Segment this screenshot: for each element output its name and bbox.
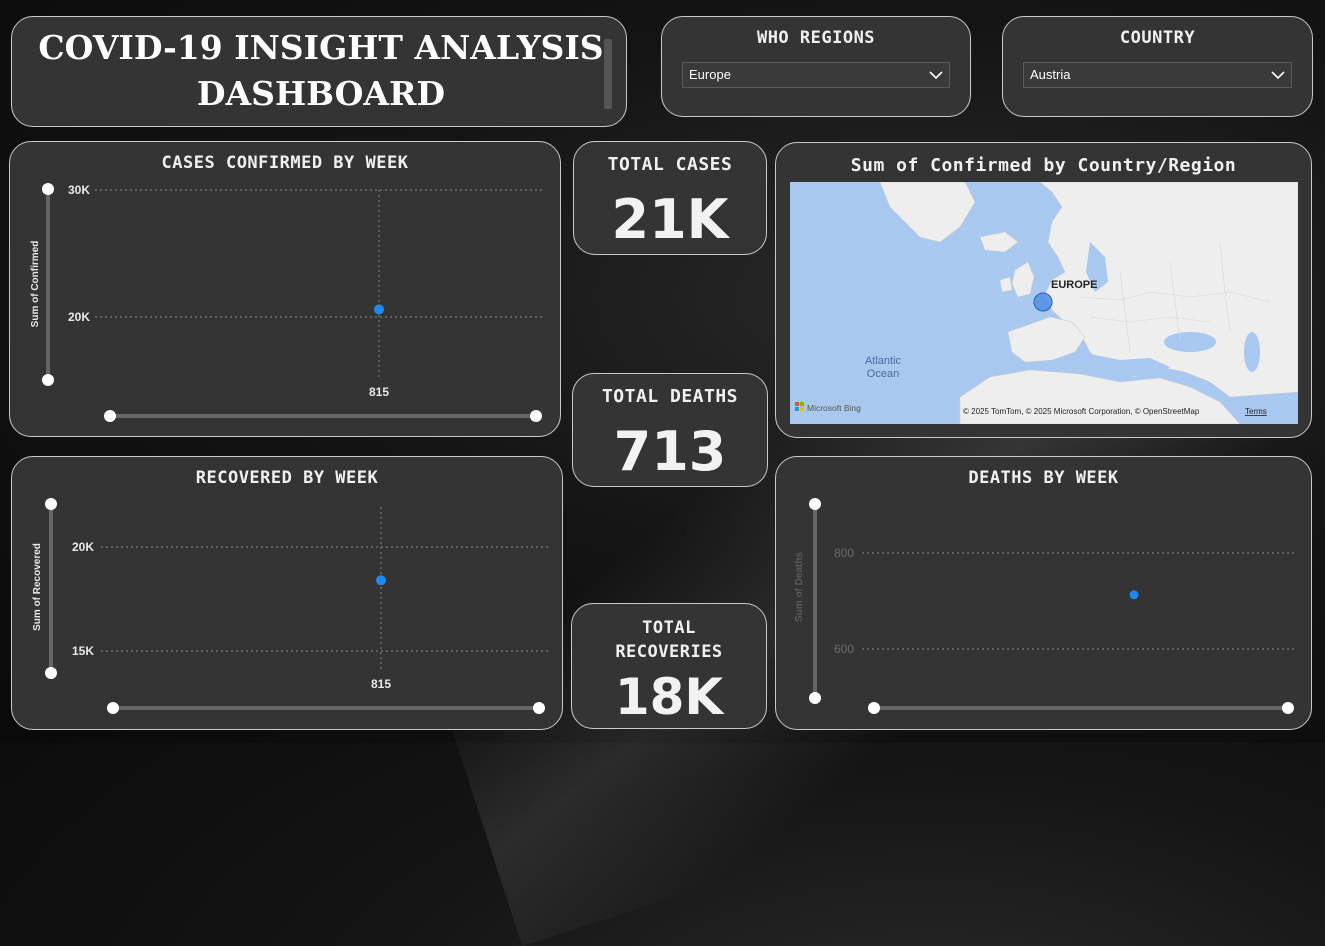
ocean-label: Atlantic — [865, 355, 902, 367]
y-zoom-handle-top[interactable] — [42, 183, 54, 195]
map-title: Sum of Confirmed by Country/Region — [850, 155, 1237, 176]
y-tick-label: 600 — [834, 642, 854, 656]
data-point[interactable] — [374, 304, 384, 315]
data-point[interactable] — [1129, 590, 1139, 600]
land-africa — [959, 369, 1241, 424]
x-zoom-slider-track[interactable] — [110, 414, 536, 418]
water-black-sea — [1164, 332, 1216, 352]
y-axis-label: Sum of Confirmed — [30, 241, 41, 328]
x-zoom-slider-track[interactable] — [113, 706, 539, 710]
recovered-chart: RECOVERED BY WEEK 20K 15K 815 Sum of Rec… — [11, 456, 563, 730]
who-regions-slicer: WHO REGIONS Europe — [661, 16, 971, 117]
total-cases-card: TOTAL CASES 21K — [573, 141, 767, 255]
y-tick-label: 20K — [68, 310, 90, 324]
confirmed-plot: 30K 20K 815 Sum of Confirmed — [30, 183, 545, 422]
x-zoom-slider-track[interactable] — [874, 706, 1288, 710]
chart-title: CASES CONFIRMED BY WEEK — [161, 153, 409, 173]
y-tick-label: 800 — [834, 546, 854, 560]
total-recoveries-value: 18K — [614, 668, 724, 726]
who-regions-label: WHO REGIONS — [756, 28, 876, 48]
water-mediterranean — [1045, 354, 1170, 377]
land-iceland — [979, 231, 1019, 253]
y-zoom-slider-track[interactable] — [49, 504, 53, 673]
y-zoom-slider-track[interactable] — [46, 189, 50, 380]
country-borders — [1079, 241, 1271, 353]
x-zoom-handle-right[interactable] — [1282, 702, 1294, 714]
country-label: COUNTRY — [1119, 28, 1196, 48]
total-cases-value: 21K — [611, 188, 729, 251]
x-zoom-handle-left[interactable] — [104, 410, 116, 422]
y-axis-label: Sum of Deaths — [794, 552, 805, 622]
y-zoom-handle-top[interactable] — [45, 498, 57, 510]
chevron-down-icon — [1271, 71, 1285, 80]
chart-title: DEATHS BY WEEK — [968, 468, 1119, 488]
country-dropdown[interactable]: Austria — [1023, 62, 1292, 88]
x-zoom-handle-right[interactable] — [533, 702, 545, 714]
total-cases-label: TOTAL CASES — [607, 154, 733, 175]
y-tick-label: 20K — [72, 540, 94, 554]
y-zoom-handle-bottom[interactable] — [42, 374, 54, 386]
recovered-plot: 20K 15K 815 Sum of Recovered — [32, 498, 548, 714]
total-recoveries-card: TOTAL RECOVERIES 18K — [571, 603, 767, 729]
cases-confirmed-chart: CASES CONFIRMED BY WEEK 30K 20K 815 Sum … — [9, 141, 561, 437]
x-zoom-handle-right[interactable] — [530, 410, 542, 422]
deaths-chart: DEATHS BY WEEK 800 600 Sum of Deaths — [775, 456, 1312, 730]
deaths-plot: 800 600 Sum of Deaths — [794, 498, 1294, 714]
x-tick-label: 815 — [369, 385, 389, 399]
microsoft-logo-icon — [795, 402, 804, 411]
x-zoom-handle-left[interactable] — [868, 702, 880, 714]
title-scrollbar[interactable] — [604, 39, 612, 109]
y-zoom-handle-bottom[interactable] — [809, 692, 821, 704]
total-deaths-value: 713 — [613, 420, 727, 483]
y-zoom-slider-track[interactable] — [813, 504, 817, 698]
x-tick-label: 815 — [371, 677, 391, 691]
y-axis-label: Sum of Recovered — [32, 543, 43, 631]
title-card: COVID-19 INSIGHT ANALYSIS DASHBOARD — [11, 16, 627, 127]
country-selected: Austria — [1030, 67, 1071, 82]
chart-title: RECOVERED BY WEEK — [195, 468, 379, 488]
land-greenland — [879, 182, 976, 243]
dashboard-title: COVID-19 INSIGHT ANALYSIS DASHBOARD — [38, 28, 604, 113]
water-baltic — [1086, 242, 1108, 292]
data-point[interactable] — [376, 575, 386, 586]
water-caspian — [1244, 332, 1260, 372]
chevron-down-icon — [929, 71, 943, 80]
y-zoom-handle-bottom[interactable] — [45, 667, 57, 679]
total-deaths-card: TOTAL DEATHS 713 — [572, 373, 768, 487]
total-deaths-label: TOTAL DEATHS — [601, 386, 739, 407]
country-slicer: COUNTRY Austria — [1002, 16, 1313, 117]
map-graphic: EUROPE Atlantic Ocean Microsoft Bing © 2… — [795, 182, 1298, 424]
who-regions-selected: Europe — [689, 67, 731, 82]
confirmed-map-card: Sum of Confirmed by Country/Region — [775, 142, 1312, 438]
total-recoveries-label: TOTAL RECOVERIES — [615, 618, 723, 662]
bing-logo-text: Microsoft Bing — [807, 403, 861, 413]
who-regions-dropdown[interactable]: Europe — [682, 62, 950, 88]
y-tick-label: 30K — [68, 183, 90, 197]
map-canvas[interactable]: EUROPE Atlantic Ocean Microsoft Bing © 2… — [790, 182, 1298, 424]
ocean-label: Ocean — [867, 368, 899, 380]
map-attribution[interactable]: © 2025 TomTom, © 2025 Microsoft Corporat… — [963, 407, 1200, 416]
x-zoom-handle-left[interactable] — [107, 702, 119, 714]
map-terms-link[interactable]: Terms — [1245, 407, 1267, 416]
map-bubble-austria[interactable] — [1033, 292, 1053, 312]
map-region-label: EUROPE — [1051, 279, 1097, 291]
y-tick-label: 15K — [72, 644, 94, 658]
land-uk — [1011, 261, 1035, 298]
land-iberia — [1007, 316, 1086, 363]
y-zoom-handle-top[interactable] — [809, 498, 821, 510]
land-ireland — [999, 276, 1013, 293]
